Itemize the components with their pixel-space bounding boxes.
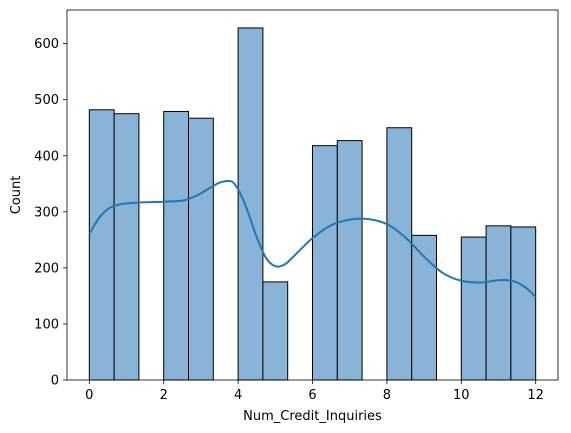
x-tick-label: 0	[85, 388, 93, 403]
histogram-bar	[336, 140, 363, 381]
x-tick-label: 2	[160, 388, 168, 403]
y-axis-label: Count	[9, 176, 24, 215]
x-tick-label: 4	[234, 388, 242, 403]
histogram-bar	[163, 110, 190, 381]
x-axis-label: Num_Credit_Inquiries	[243, 409, 382, 424]
y-tick-label: 500	[34, 93, 59, 108]
x-tick-label: 6	[308, 388, 316, 403]
y-tick-label: 0	[51, 374, 59, 389]
x-tick-label: 10	[453, 388, 470, 403]
y-tick-label: 100	[34, 317, 59, 332]
y-tick-label: 600	[34, 37, 59, 52]
x-tick-label: 8	[383, 388, 391, 403]
histogram-bar	[485, 225, 512, 381]
y-axis-ticks: 0 100 200 300 400 500 600	[34, 37, 67, 389]
histogram-bar	[510, 226, 537, 381]
y-tick-label: 400	[34, 149, 59, 164]
histogram-bar	[386, 127, 413, 381]
x-axis-ticks: 0 2 4 6 8 10 12	[85, 380, 544, 403]
x-tick-label: 12	[527, 388, 544, 403]
histogram-bar	[411, 234, 437, 381]
y-tick-label: 200	[34, 261, 59, 276]
histogram-bar	[237, 27, 264, 381]
y-tick-label: 300	[34, 205, 59, 220]
histogram-bar	[188, 117, 214, 381]
histogram-bars	[88, 27, 537, 381]
kde-curve	[88, 179, 537, 298]
histogram-bar	[312, 145, 338, 381]
histogram-bar	[113, 113, 140, 381]
histogram-bar	[262, 281, 289, 381]
histogram-bar	[460, 236, 487, 381]
histogram-bar	[88, 109, 115, 381]
